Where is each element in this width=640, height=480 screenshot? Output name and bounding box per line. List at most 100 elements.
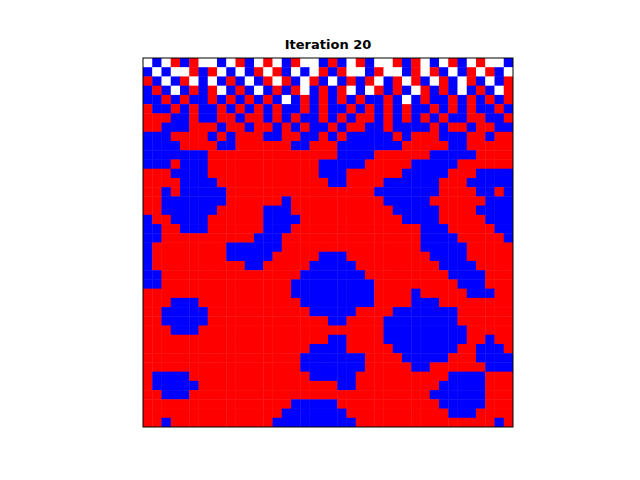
cell — [217, 132, 227, 142]
cell — [485, 104, 495, 114]
cell — [448, 67, 458, 77]
cell — [319, 409, 329, 419]
cell — [273, 316, 283, 326]
cell — [467, 224, 477, 234]
cell — [393, 279, 403, 289]
cell — [458, 279, 468, 289]
cell — [384, 353, 394, 363]
cell — [439, 159, 449, 169]
cell — [374, 289, 384, 299]
cell — [411, 196, 421, 206]
cell — [384, 298, 394, 308]
cell — [254, 279, 264, 289]
cell — [236, 289, 246, 299]
cell — [347, 390, 357, 400]
cell — [393, 67, 403, 77]
cell — [217, 326, 227, 336]
cell — [439, 187, 449, 197]
cell — [448, 58, 458, 68]
cell — [143, 372, 153, 382]
cell — [393, 86, 403, 96]
cell — [310, 270, 320, 280]
cell — [143, 381, 153, 391]
cell — [495, 178, 505, 188]
cell — [143, 86, 153, 96]
cell — [208, 95, 218, 105]
cell — [180, 279, 190, 289]
cell — [300, 113, 310, 123]
cell — [226, 224, 236, 234]
cell — [162, 206, 172, 216]
cell — [282, 335, 292, 345]
cell — [162, 178, 172, 188]
cell — [421, 196, 431, 206]
cell — [254, 58, 264, 68]
cell — [485, 58, 495, 68]
cell — [236, 187, 246, 197]
cell — [171, 289, 181, 299]
cell — [226, 178, 236, 188]
cell — [273, 307, 283, 317]
cell — [143, 243, 153, 253]
cell — [365, 224, 375, 234]
cell — [485, 187, 495, 197]
cell — [337, 206, 347, 216]
cell — [171, 159, 181, 169]
cell — [356, 381, 366, 391]
cell — [263, 150, 273, 160]
cell — [337, 409, 347, 419]
cell — [448, 270, 458, 280]
cell — [226, 141, 236, 151]
cell — [282, 307, 292, 317]
cell — [411, 169, 421, 179]
cell — [152, 326, 162, 336]
cell — [393, 409, 403, 419]
cell — [189, 326, 199, 336]
cell — [143, 409, 153, 419]
cell — [384, 76, 394, 86]
cell — [291, 196, 301, 206]
cell — [217, 86, 227, 96]
cell — [356, 196, 366, 206]
cell — [495, 95, 505, 105]
cell — [310, 307, 320, 317]
cell — [384, 132, 394, 142]
cell — [319, 344, 329, 354]
cell — [143, 123, 153, 133]
cell — [143, 233, 153, 243]
cell — [291, 141, 301, 151]
cell — [328, 159, 338, 169]
cell — [393, 233, 403, 243]
cell — [393, 418, 403, 427]
cell — [199, 76, 209, 86]
cell — [152, 150, 162, 160]
cell — [263, 362, 273, 372]
cell — [393, 362, 403, 372]
cell — [356, 261, 366, 271]
cell — [467, 141, 477, 151]
cell — [263, 326, 273, 336]
cell — [310, 326, 320, 336]
cell — [365, 178, 375, 188]
cell — [347, 316, 357, 326]
cell — [495, 344, 505, 354]
cell — [448, 362, 458, 372]
cell — [245, 132, 255, 142]
cell — [328, 381, 338, 391]
cell — [384, 150, 394, 160]
cell — [384, 335, 394, 345]
cell — [421, 335, 431, 345]
cell — [300, 215, 310, 225]
cell — [273, 243, 283, 253]
cell — [162, 335, 172, 345]
cell — [208, 279, 218, 289]
cell — [476, 326, 486, 336]
cell — [337, 196, 347, 206]
cell — [263, 123, 273, 133]
cell — [245, 372, 255, 382]
cell — [356, 344, 366, 354]
cell — [291, 169, 301, 179]
cell — [448, 399, 458, 409]
cell — [143, 206, 153, 216]
cell — [300, 399, 310, 409]
